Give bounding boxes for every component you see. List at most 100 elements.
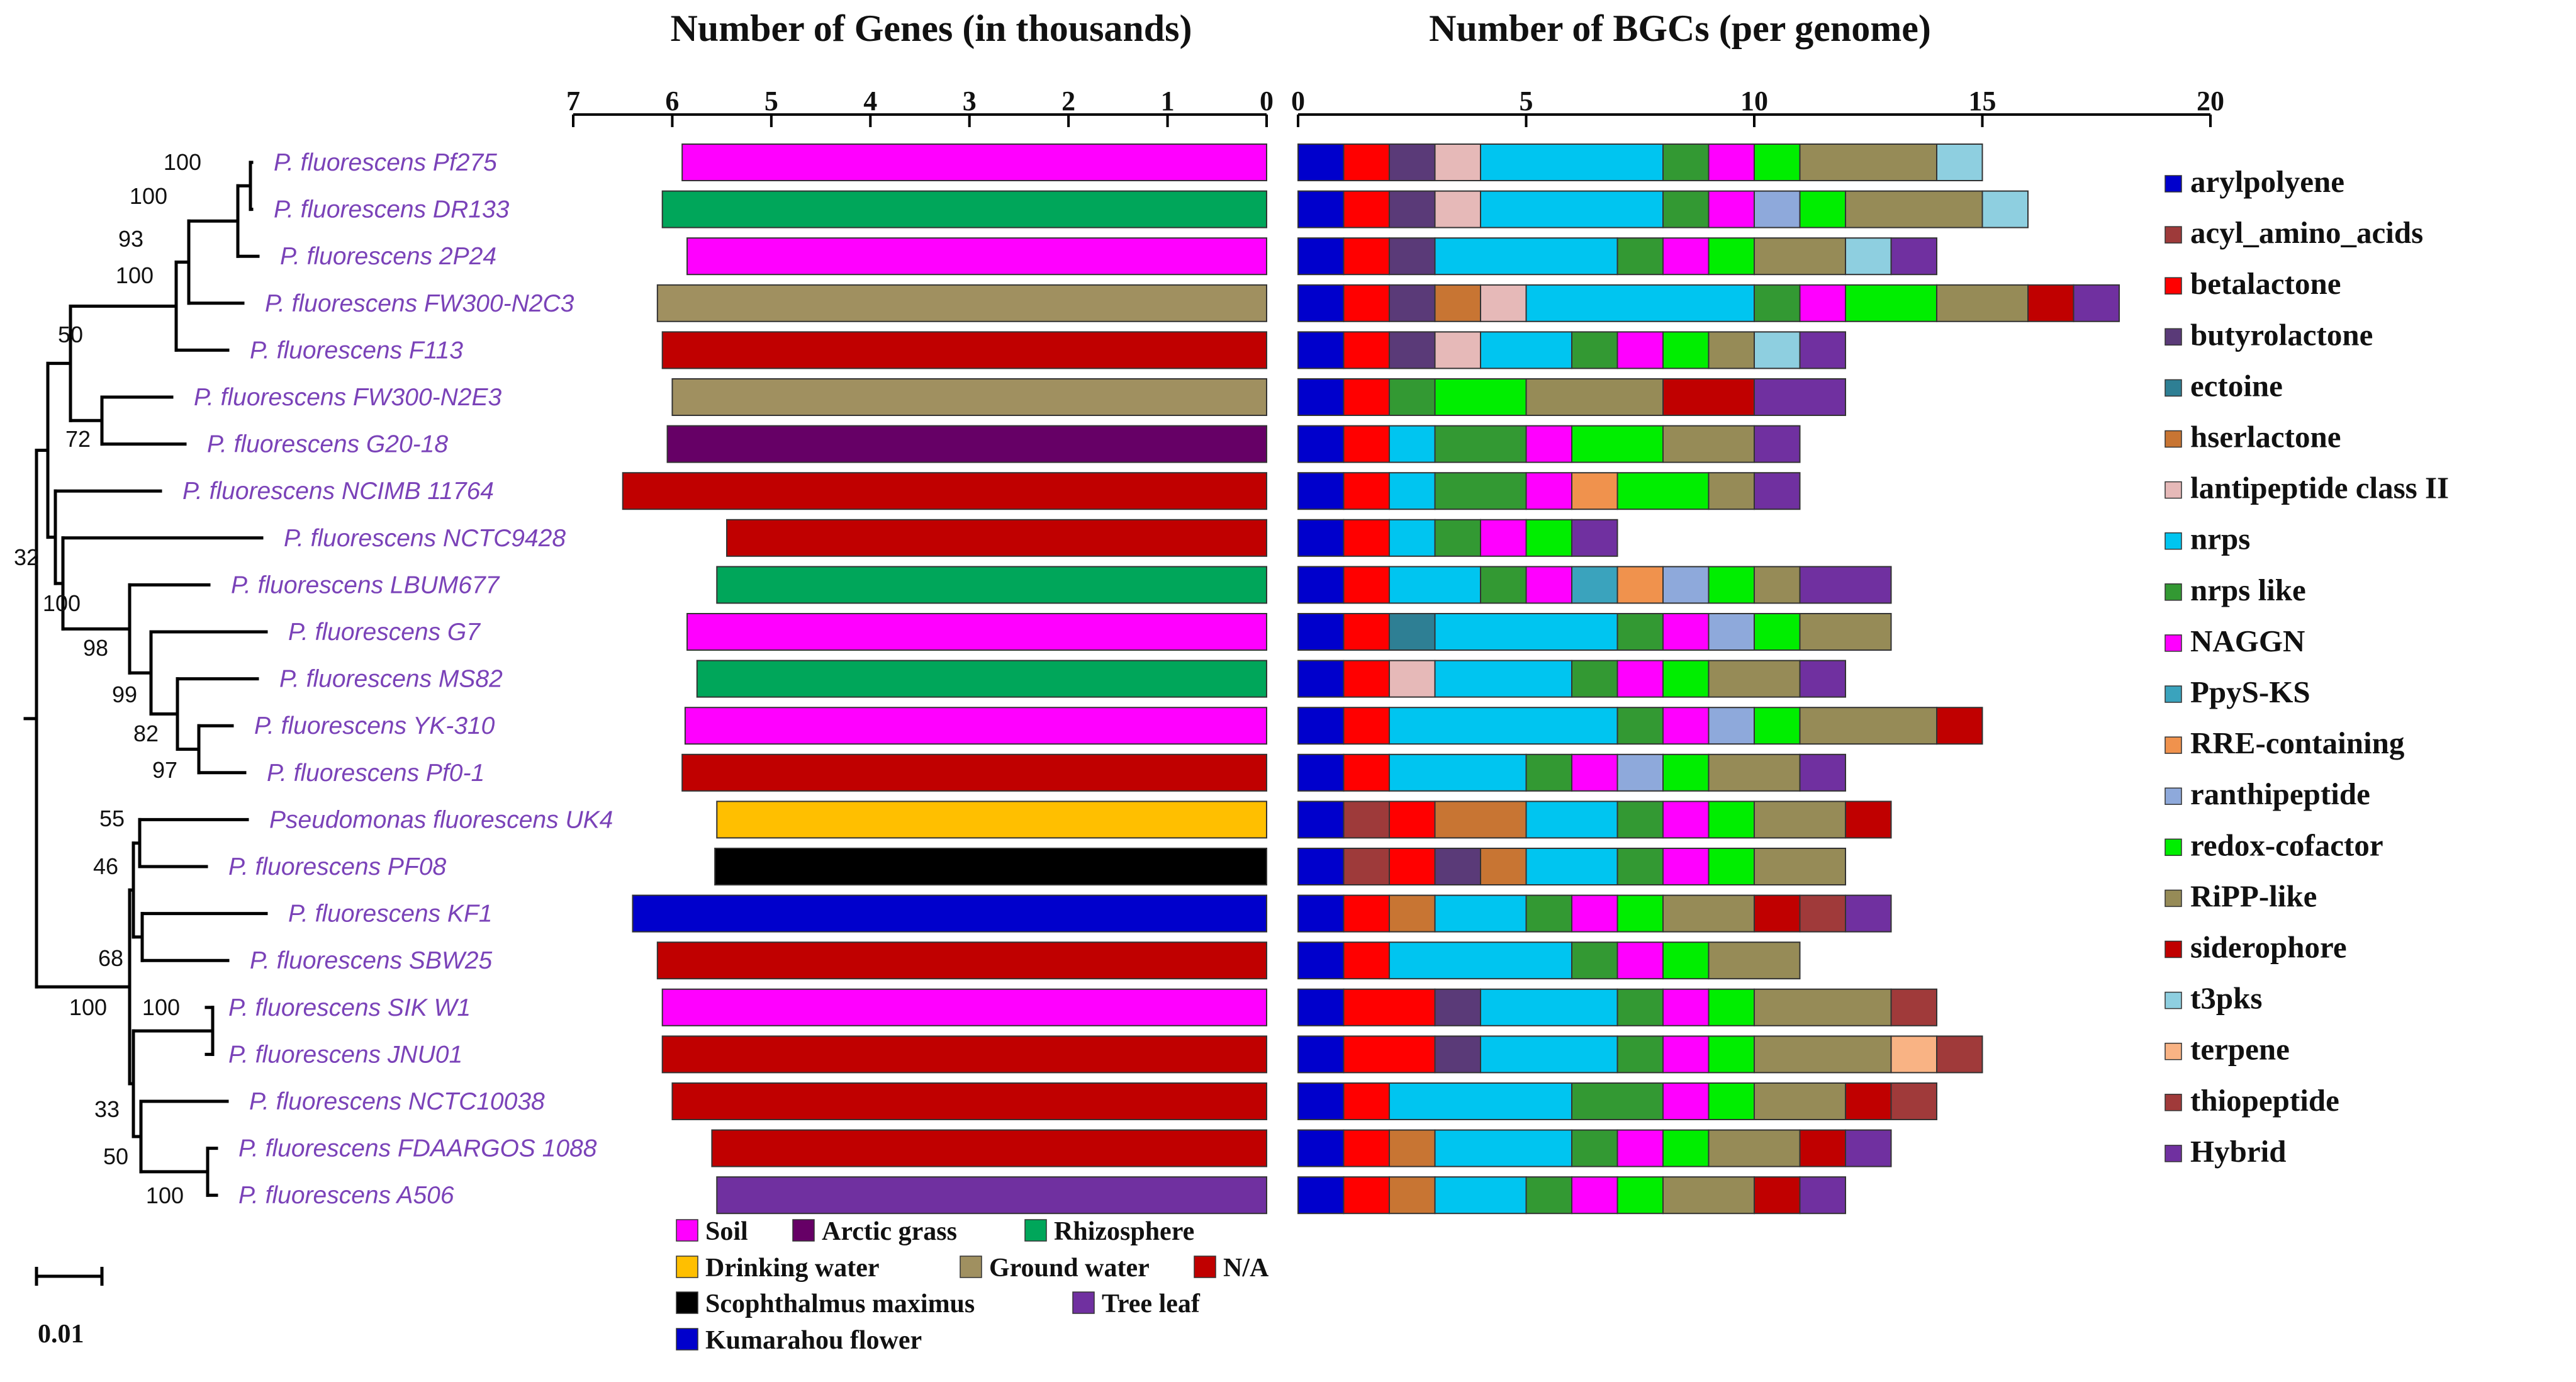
bgc-segment-lantipeptide-class-ii [1434,143,1481,181]
strain-label: P. fluorescens NCIMB 11764 [182,478,494,505]
bgc-segment-butyrolactone [1389,331,1436,369]
bgc-segment-siderophore [1936,707,1983,745]
bgc-segment-butyrolactone [1389,143,1436,181]
bgc-segment-butyrolactone [1434,988,1481,1026]
bgc-segment-arylpolyene [1297,988,1345,1026]
bgc-legend-swatch-ppys-ks [2164,685,2182,703]
bgc-segment-nrps [1480,331,1572,369]
bgc-tick-label: 15 [1969,86,1996,116]
bgc-segment-ripp-like [1754,566,1801,604]
bootstrap-value: 33 [94,1096,120,1122]
bgc-segment-naggn [1662,707,1710,745]
bgc-legend-swatch-naggn [2164,634,2182,652]
bgc-legend-swatch-redox-cofactor [2164,838,2182,857]
bgc-segment-ripp-like [1754,848,1846,885]
bgc-segment-thiopeptide [1936,1035,1983,1074]
bgc-segment-hybrid [1799,566,1892,604]
bgc-segment-naggn [1525,472,1572,510]
bgc-segment-nrps-like [1571,331,1618,369]
bgc-segment-redox-cofactor [1708,988,1755,1026]
bgc-segment-redox-cofactor [1708,848,1755,885]
bgc-segment-terpene [1890,1035,1937,1074]
bgc-segment-naggn [1708,143,1755,181]
habitat-swatch-ground-water [960,1256,982,1278]
bgc-segment-arylpolyene [1297,284,1345,322]
bgc-segment-siderophore [1754,1176,1801,1215]
bgc-segment-ripp-like [1662,1176,1755,1215]
bgc-segment-redox-cofactor [1434,378,1527,416]
gene-bar-p-fluorescens-2p24 [686,237,1267,276]
bgc-segment-hserlactone [1389,894,1436,933]
gene-bar-p-fluorescens-f113 [661,331,1267,369]
bootstrap-value: 100 [116,262,154,288]
bgc-segment-nrps [1389,472,1436,510]
bgc-legend-swatch-thiopeptide [2164,1094,2182,1111]
bgc-segment-redox-cofactor [1708,801,1755,839]
bgc-segment-arylpolyene [1297,237,1345,276]
gene-bar-p-fluorescens-sbw25 [656,941,1268,980]
bgc-segment-ripp-like [1799,143,1937,181]
bgc-segment-thiopeptide [1799,894,1846,933]
strain-label: P. fluorescens DR133 [274,196,510,223]
bgc-segment-naggn [1662,613,1710,651]
bgc-segment-siderophore [1754,894,1801,933]
bgc-segment-nrps [1389,1082,1572,1120]
bgc-segment-betalactone [1389,848,1436,885]
bgc-segment-butyrolactone [1389,237,1436,276]
genes-axis: 7 6 5 4 3 2 1 0 [566,86,1274,127]
habitat-swatch-drinking-water [676,1256,698,1278]
strain-label: P. fluorescens SIK W1 [228,994,471,1021]
bootstrap-value: 100 [164,149,201,175]
bootstrap-value: 100 [69,994,107,1020]
bgc-stacked-bars [1297,143,2120,1215]
bgc-segment-arylpolyene [1297,425,1345,463]
bootstrap-value: 99 [112,682,137,707]
bgc-segment-redox-cofactor [1662,331,1710,369]
bgc-segment-t3pks [1845,237,1892,276]
bgc-segment-redox-cofactor [1754,613,1801,651]
strain-label: P. fluorescens FW300-N2C3 [265,290,574,317]
bgc-tick-label: 5 [1520,86,1533,116]
habitat-swatch-scophthalmus-maximus [676,1291,698,1314]
strain-labels: P. fluorescens Pf275 P. fluorescens DR133… [182,149,613,1209]
genes-tick-label: 6 [665,86,679,116]
bgc-segment-naggn [1662,848,1710,885]
bgc-segment-butyrolactone [1434,848,1481,885]
bgc-segment-ranthipeptide [1708,613,1755,651]
bgc-segment-ripp-like [1754,1035,1892,1074]
strain-label: P. fluorescens NCTC10038 [249,1088,545,1115]
bgc-segment-betalactone [1343,190,1390,228]
habitat-label: Drinking water [705,1254,880,1283]
bgc-segment-nrps-like [1616,988,1664,1026]
bgc-legend-swatch-terpene [2164,1042,2182,1060]
bgc-segment-butyrolactone [1389,284,1436,322]
genes-tick-label: 2 [1061,86,1075,116]
bgc-segment-naggn [1616,1129,1664,1167]
bgc-legend-label: hserlactone [2190,420,2341,454]
genes-tick-label: 7 [566,86,580,116]
bootstrap-value: 100 [146,1183,184,1208]
bgc-legend: arylpolyene acyl_amino_acids betalactone bu… [2164,164,2449,1169]
bgc-segment-naggn [1571,753,1618,792]
bgc-segment-redox-cofactor [1662,941,1710,980]
strain-label: P. fluorescens G7 [288,619,481,646]
bgc-segment-arylpolyene [1297,378,1345,416]
bgc-segment-ectoine [1389,613,1436,651]
bgc-segment-siderophore [1845,1082,1892,1120]
bgc-segment-ripp-like [1662,425,1755,463]
genes-tick-label: 3 [963,86,977,116]
bgc-segment-nrps [1389,753,1527,792]
bgc-segment-nrps [1525,801,1618,839]
bgc-segment-naggn [1708,190,1755,228]
gene-bar-p-fluorescens-dr133 [661,190,1267,228]
bootstrap-value: 97 [152,757,177,783]
bgc-segment-rre-containing [1571,472,1618,510]
bgc-segment-redox-cofactor [1708,237,1755,276]
bgc-segment-redox-cofactor [1708,1035,1755,1074]
bgc-segment-hybrid [1890,237,1937,276]
bgc-segment-lantipeptide-class-ii [1389,660,1436,698]
bgc-segment-thiopeptide [1890,988,1937,1026]
gene-bar-p-fluorescens-g20-18 [666,425,1267,463]
strain-label: P. fluorescens Pf275 [274,149,497,176]
